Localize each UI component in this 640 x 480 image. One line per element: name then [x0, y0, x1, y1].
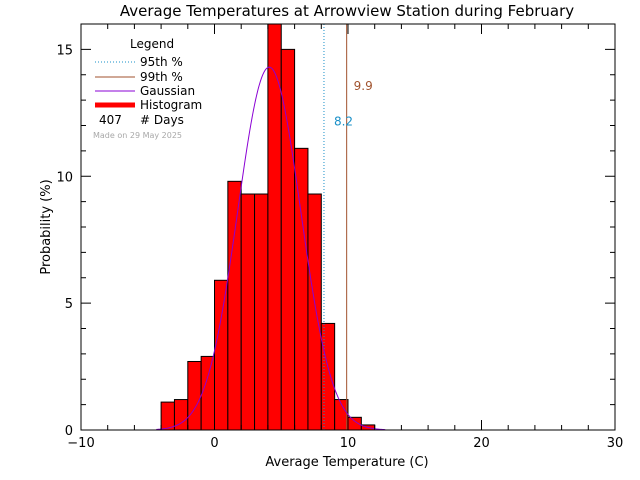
- x-tick-label: 30: [607, 436, 624, 451]
- histogram-bar: [227, 180, 242, 431]
- histogram-bar: [214, 279, 229, 431]
- legend-gaussian-label: Gaussian: [140, 84, 195, 98]
- x-axis-label: Average Temperature (C): [265, 455, 428, 470]
- legend-p99-label: 99th %: [140, 70, 183, 84]
- x-tick-label: 10: [340, 436, 357, 451]
- y-tick-label: 0: [65, 424, 73, 439]
- histogram-bar: [187, 360, 202, 431]
- y-axis-label: Probability (%): [39, 179, 54, 274]
- y-tick-label: 15: [56, 43, 73, 58]
- histogram-bar: [200, 355, 215, 431]
- y-tick-label: 5: [65, 297, 73, 312]
- histogram-bar: [307, 193, 322, 431]
- histogram-bar: [254, 193, 269, 431]
- histogram-bar: [160, 401, 175, 431]
- legend-days-value: 407: [99, 113, 122, 127]
- legend-p95-label: 95th %: [140, 55, 183, 69]
- x-tick-label: 20: [473, 436, 490, 451]
- chart-title: Average Temperatures at Arrowview Statio…: [120, 2, 574, 20]
- gaussian-curve: [156, 66, 386, 431]
- x-tick-label: −10: [67, 436, 94, 451]
- histogram-bars: [160, 23, 376, 431]
- histogram-bar: [240, 193, 256, 431]
- y-tick-label: 10: [56, 170, 73, 185]
- percentile-lines: [323, 24, 348, 430]
- legend-title: Legend: [130, 37, 174, 51]
- legend-histogram-label: Histogram: [140, 98, 202, 112]
- histogram-bar: [294, 147, 309, 431]
- p95-value-label: 8.2: [334, 115, 353, 129]
- legend-days-label: # Days: [140, 113, 184, 127]
- p99-value-label: 9.9: [354, 79, 373, 93]
- legend: Legend 95th % 99th % Gaussian Histogram …: [93, 37, 202, 140]
- made-on-note: Made on 29 May 2025: [93, 131, 182, 140]
- histogram-bar: [280, 48, 296, 431]
- x-tick-label: 0: [210, 436, 218, 451]
- histogram-bar: [320, 322, 336, 431]
